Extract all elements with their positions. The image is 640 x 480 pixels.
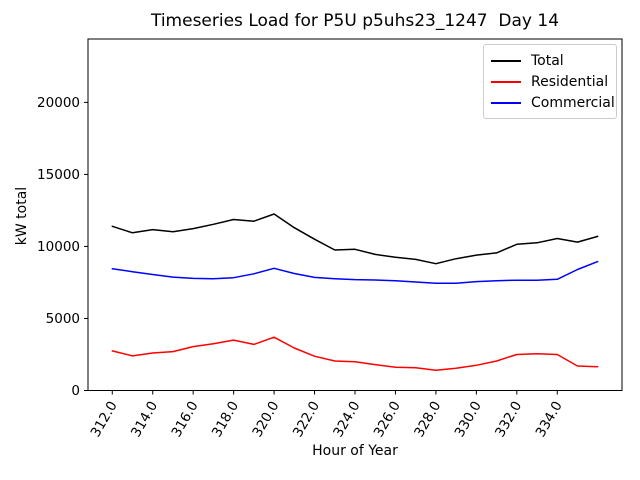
y-tick-label: 5000 (46, 311, 80, 327)
x-tick-label: 316.0 (168, 399, 201, 440)
x-tick-label: 320.0 (249, 399, 282, 440)
x-tick-label: 312.0 (88, 399, 121, 440)
y-tick-label: 15000 (37, 167, 80, 183)
legend-item-commercial: Commercial (491, 92, 615, 113)
y-tick-label: 20000 (37, 95, 80, 111)
legend-label: Total (531, 52, 564, 69)
x-tick-label: 328.0 (411, 399, 444, 440)
legend: Total Residential Commercial (483, 44, 617, 119)
x-axis-label: Hour of Year (312, 443, 398, 459)
y-tick-label: 0 (71, 383, 80, 399)
legend-line-swatch (491, 80, 521, 83)
x-tick-label: 322.0 (290, 399, 323, 440)
series-line-commercial (111, 260, 599, 285)
legend-item-total: Total (491, 50, 608, 71)
x-tick-label: 326.0 (371, 399, 404, 440)
x-tick-label: 334.0 (533, 399, 566, 440)
x-tick-label: 332.0 (492, 399, 525, 440)
legend-line-swatch (491, 59, 521, 62)
x-tick-label: 324.0 (330, 399, 363, 440)
x-tick-label: 318.0 (209, 399, 242, 440)
y-axis-label: kW total (14, 186, 30, 246)
legend-line-swatch (491, 101, 521, 104)
chart-title: Timeseries Load for P5U p5uhs23_1247 Day… (150, 11, 560, 31)
legend-label: Residential (531, 73, 609, 90)
series-line-total (111, 213, 599, 265)
y-tick-label: 10000 (37, 239, 80, 255)
x-tick-label: 330.0 (452, 399, 485, 440)
legend-item-residential: Residential (491, 71, 608, 92)
legend-label: Commercial (531, 94, 615, 111)
series-line-residential (111, 336, 599, 372)
x-tick-label: 314.0 (128, 399, 161, 440)
